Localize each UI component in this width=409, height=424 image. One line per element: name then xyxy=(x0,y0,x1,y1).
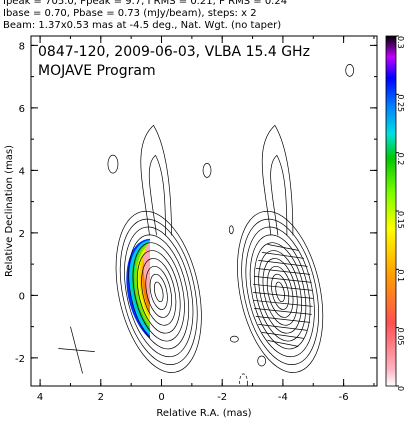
jet-contour xyxy=(270,154,288,236)
evpa-vector xyxy=(267,244,299,251)
x-tick-label: -4 xyxy=(278,392,288,403)
colorbar-tick-label: 0.2 xyxy=(396,153,405,166)
evpa-vector xyxy=(261,332,304,339)
right-panel-contours xyxy=(237,124,324,373)
intensity-contour xyxy=(258,250,302,334)
evpa-vector xyxy=(252,292,313,299)
intensity-contour xyxy=(249,234,311,350)
x-axis-label: Relative R.A. (mas) xyxy=(156,408,251,419)
left-panel-contours xyxy=(115,124,202,373)
colorbar-ticks: 0 0.05 0.1 0.15 0.2 0.25 0.3 xyxy=(396,35,405,391)
tick-labels: 4 2 0 -2 -4 -6 -2 0 2 4 6 8 xyxy=(15,41,349,403)
axis-ticks xyxy=(31,36,377,386)
evpa-vector xyxy=(267,340,299,347)
evpa-vector xyxy=(255,316,311,323)
intensity-contour xyxy=(145,265,172,318)
y-tick-label: 0 xyxy=(19,291,25,302)
x-tick-label: -6 xyxy=(339,392,349,403)
y-tick-label: 6 xyxy=(19,104,25,115)
evpa-vector xyxy=(253,284,313,291)
intensity-contour xyxy=(266,265,294,318)
fpol-band xyxy=(126,238,150,346)
y-tick-label: -2 xyxy=(15,354,25,365)
isolated-contour xyxy=(257,355,267,367)
header-line-1: Ipeak = 705.0, Ppeak = 9.7, I RMS = 0.21… xyxy=(3,0,288,7)
colorbar xyxy=(385,35,397,387)
chart-title: 0847-120, 2009-06-03, VLBA 15.4 GHz xyxy=(38,44,310,60)
isolated-contour xyxy=(107,154,119,174)
y-tick-label: 8 xyxy=(19,41,25,52)
x-tick-label: 4 xyxy=(37,392,43,403)
isolated-contour xyxy=(202,163,212,178)
y-tick-label: 4 xyxy=(19,166,25,177)
y-tick-label: 2 xyxy=(19,229,25,240)
intensity-contour xyxy=(254,242,307,342)
isolated-contour xyxy=(345,64,355,77)
intensity-contour xyxy=(115,210,202,373)
colorbar-tick-label: 0.3 xyxy=(396,36,405,49)
isolated-contour xyxy=(230,335,239,343)
intensity-contour xyxy=(132,242,185,342)
jet-contour xyxy=(148,154,166,236)
polarization-map xyxy=(126,238,150,346)
evpa-vector xyxy=(258,260,308,267)
colorbar-tick-label: 0.1 xyxy=(396,269,405,282)
colorbar-tick-label: 0.05 xyxy=(396,328,405,346)
intensity-contour xyxy=(149,273,168,310)
evpa-vector xyxy=(258,324,308,331)
evpa-vector xyxy=(254,308,312,315)
x-tick-label: 0 xyxy=(158,392,164,403)
intensity-contour xyxy=(271,273,290,310)
intensity-contour xyxy=(128,234,189,350)
fpol-region xyxy=(126,238,150,346)
intensity-contour xyxy=(237,210,324,373)
intensity-contour xyxy=(119,218,198,365)
header-line-3: Beam: 1.37x0.53 mas at -4.5 deg., Nat. W… xyxy=(3,20,282,31)
plot-frame xyxy=(30,35,378,387)
evpa-vector xyxy=(254,276,312,283)
colorbar-tick-label: 0.25 xyxy=(396,94,405,112)
intensity-contour xyxy=(136,250,181,334)
colorbar-tick-label: 0 xyxy=(396,386,405,391)
chart-subtitle: MOJAVE Program xyxy=(38,63,156,79)
y-axis-label: Relative Declination (mas) xyxy=(4,145,15,277)
jet-contour xyxy=(140,124,172,236)
intensity-contour xyxy=(141,258,177,326)
beam-cross-minor xyxy=(58,348,95,352)
x-tick-label: -2 xyxy=(217,392,227,403)
jet-contour xyxy=(261,124,294,236)
evpa-vectors xyxy=(252,244,313,347)
intensity-contour xyxy=(245,226,315,358)
evpa-vector xyxy=(253,300,313,307)
evpa-vector xyxy=(261,252,304,259)
intensity-contours xyxy=(58,64,355,386)
intensity-contour xyxy=(153,281,164,303)
intensity-contour xyxy=(124,226,194,358)
colorbar-tick-label: 0.15 xyxy=(396,211,405,229)
evpa-vector xyxy=(255,268,311,275)
x-tick-label: 2 xyxy=(98,392,104,403)
intensity-contour xyxy=(275,281,285,303)
isolated-contour xyxy=(228,225,234,235)
header-line-2: Ibase = 0.70, Pbase = 0.73 (mJy/beam), s… xyxy=(3,8,257,19)
negative-contour xyxy=(239,373,248,386)
fpol-band xyxy=(149,249,150,331)
intensity-contour xyxy=(241,218,319,365)
